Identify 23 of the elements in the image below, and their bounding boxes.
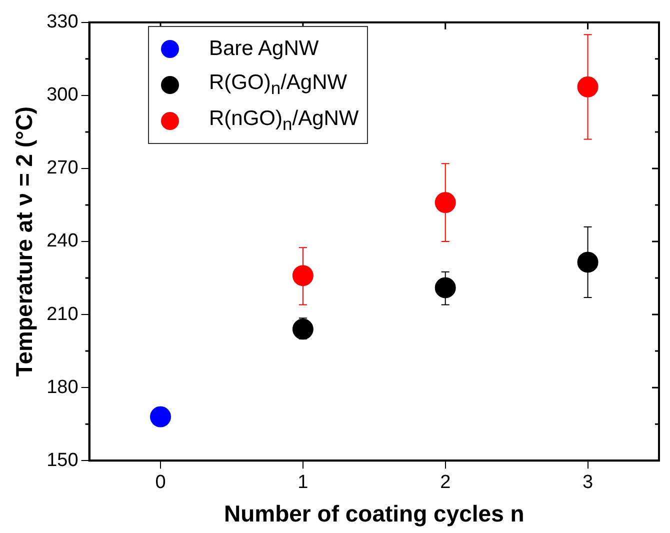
legend-label: R(nGO)$_{n}$/AgNW — [209, 106, 359, 136]
y-tick-label: 210 — [46, 304, 78, 325]
x-tick-label: 2 — [440, 472, 451, 494]
point — [577, 76, 598, 98]
legend-label: Bare AgNW — [209, 37, 319, 61]
x-axis-title: Number of coating cycles n — [224, 500, 524, 527]
legend-label: R(GO)$_{n}$/AgNW — [209, 70, 348, 100]
point — [434, 192, 456, 214]
y-tick-label: 180 — [46, 376, 78, 398]
x-tick-label: 0 — [155, 472, 166, 494]
x-tick-label: 3 — [582, 472, 594, 494]
y-tick-label: 300 — [46, 84, 78, 106]
point — [577, 252, 598, 273]
point — [434, 277, 456, 298]
y-axis-title: Temperature at ν = 2 (°C) — [11, 106, 38, 377]
y-tick-label: 330 — [46, 12, 78, 33]
y-tick-label: 270 — [46, 158, 78, 179]
point — [292, 318, 314, 340]
point — [292, 265, 314, 286]
y-tick-label: 240 — [46, 230, 78, 252]
x-tick-label: 1 — [298, 472, 308, 494]
y-tick-label: 150 — [46, 450, 78, 471]
point — [150, 406, 172, 428]
